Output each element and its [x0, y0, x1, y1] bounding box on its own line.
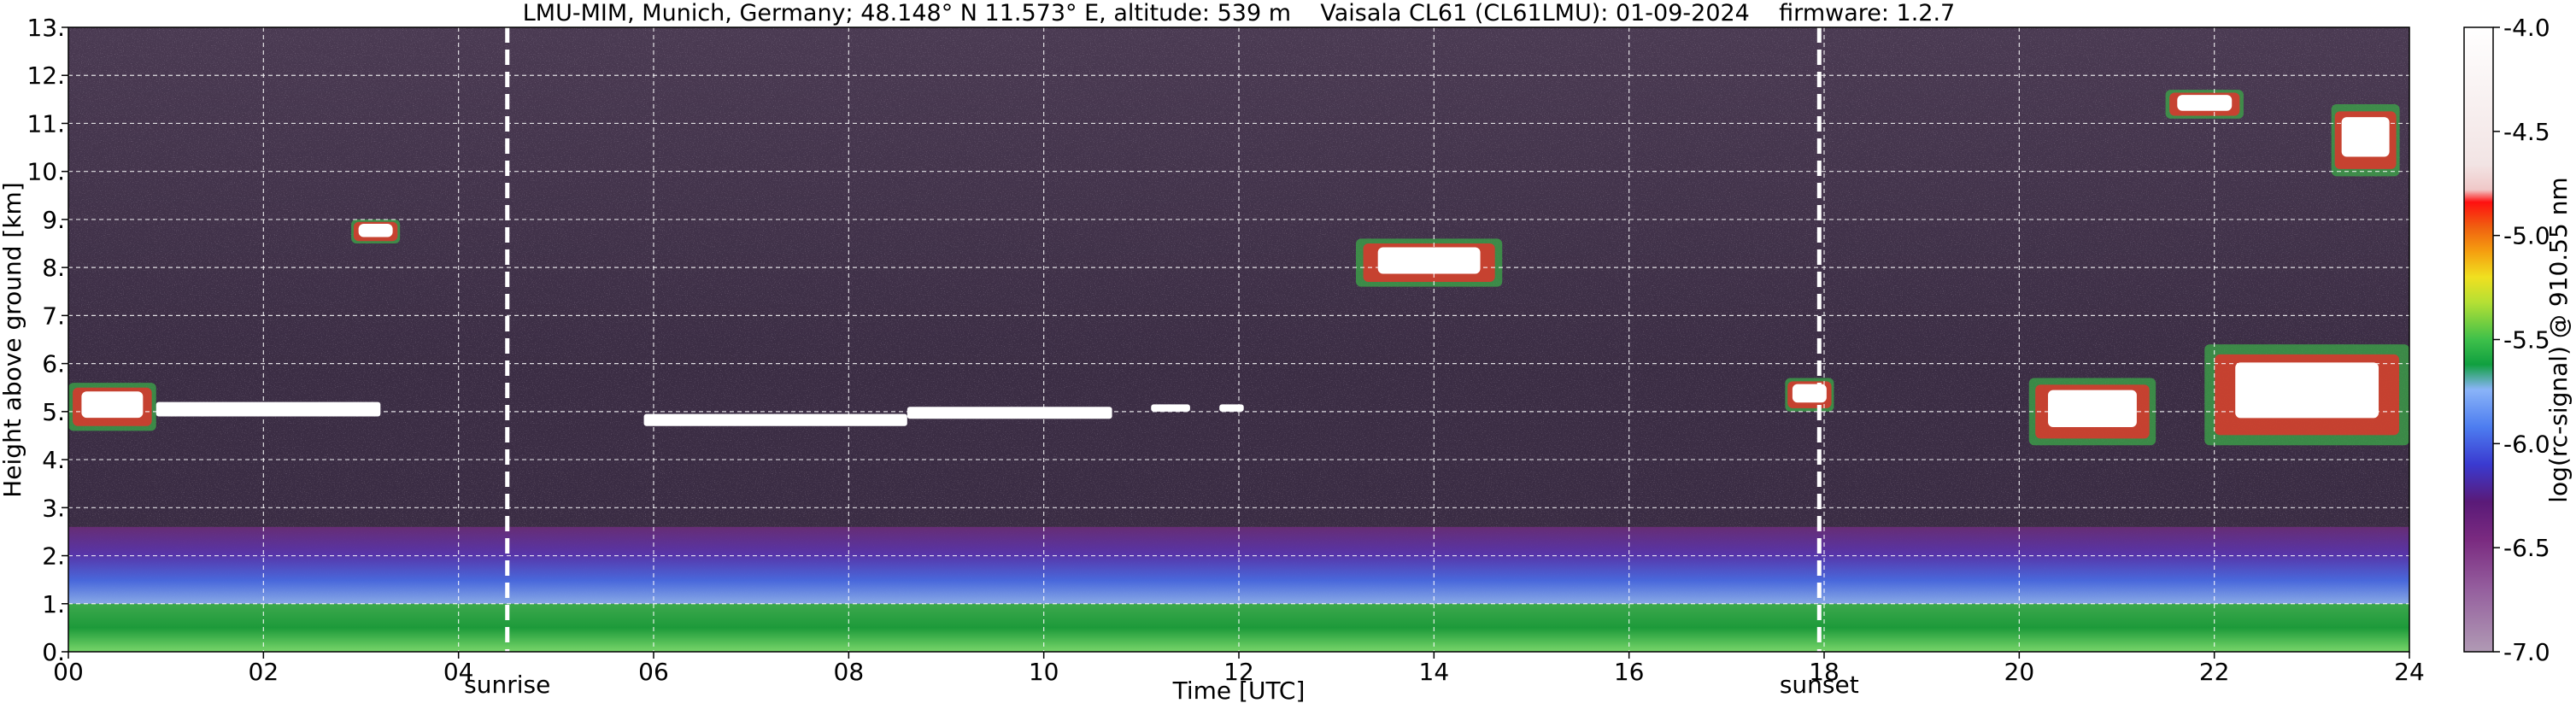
y-tick-label: 4. [42, 446, 65, 474]
cloud-feature [643, 413, 907, 426]
cloud-feature [155, 401, 381, 417]
cloud-feature [351, 219, 401, 244]
colorbar-tick-label: -6.5 [2503, 534, 2550, 562]
y-tick-label: 11. [26, 109, 65, 138]
colorbar-tick-label: -4.0 [2503, 14, 2550, 42]
y-tick-label: 7. [42, 302, 65, 330]
colorbar-label: log(rc-signal) @ 910.55 nm [2544, 177, 2573, 502]
y-tick-label: 5. [42, 398, 65, 426]
x-tick-label: 10 [1029, 658, 1059, 686]
colorbar-tick-label: -6.0 [2503, 430, 2550, 458]
y-tick-label: 1. [42, 590, 65, 618]
x-axis-label: Time [UTC] [1172, 677, 1306, 705]
x-tick-label: 24 [2394, 658, 2425, 686]
x-tick-label: 16 [1614, 658, 1645, 686]
colorbar-tick-label: -5.5 [2503, 326, 2550, 354]
cloud-feature [1356, 238, 1503, 287]
x-tick-label: 20 [2004, 658, 2035, 686]
y-tick-label: 10. [26, 158, 65, 186]
y-tick-label: 13. [26, 14, 65, 42]
x-tick-label: 08 [834, 658, 865, 686]
colorbar-tick-label: -5.0 [2503, 222, 2550, 250]
y-tick-label: 8. [42, 254, 65, 282]
colorbar: -4.0 -4.5 -5.0 -5.5 -6.0 -6.5 -7.0 log(rc-sign… [2463, 14, 2573, 666]
y-tick-label: 2. [42, 542, 65, 571]
y-tick-label: 3. [42, 494, 65, 522]
cloud-feature [1219, 404, 1244, 412]
y-axis-label: Height above ground [km] [0, 182, 26, 498]
y-tick-label: 0. [42, 638, 65, 666]
sunrise-label: sunrise [464, 671, 550, 699]
cloud-feature [2331, 103, 2400, 177]
x-tick-label: 06 [638, 658, 669, 686]
colorbar-tick-label: -4.5 [2503, 118, 2550, 146]
x-tick-label: 14 [1419, 658, 1450, 686]
colorbar-bar [2463, 26, 2494, 653]
cloud-feature [2204, 344, 2409, 446]
x-tick-label: 00 [53, 658, 84, 686]
cloud-feature [2165, 90, 2244, 119]
y-tick-label: 9. [42, 206, 65, 234]
x-tick-label: 04 [443, 658, 474, 686]
y-tick-label: 6. [42, 350, 65, 378]
cloud-feature [1785, 378, 1834, 412]
cloud-feature [1151, 404, 1190, 412]
x-tick-label: 02 [249, 658, 279, 686]
sunset-label: sunset [1780, 671, 1859, 699]
chart-title: LMU-MIM, Munich, Germany; 48.148° N 11.5… [523, 0, 1956, 26]
x-tick-label: 12 [1223, 658, 1254, 686]
y-tick-label: 12. [26, 62, 65, 90]
x-tick-label: 22 [2199, 658, 2230, 686]
colorbar-tick-label: -7.0 [2503, 638, 2550, 666]
cloud-feature [907, 407, 1112, 419]
cloud-feature [68, 383, 156, 431]
x-tick-label: 18 [1809, 658, 1840, 686]
